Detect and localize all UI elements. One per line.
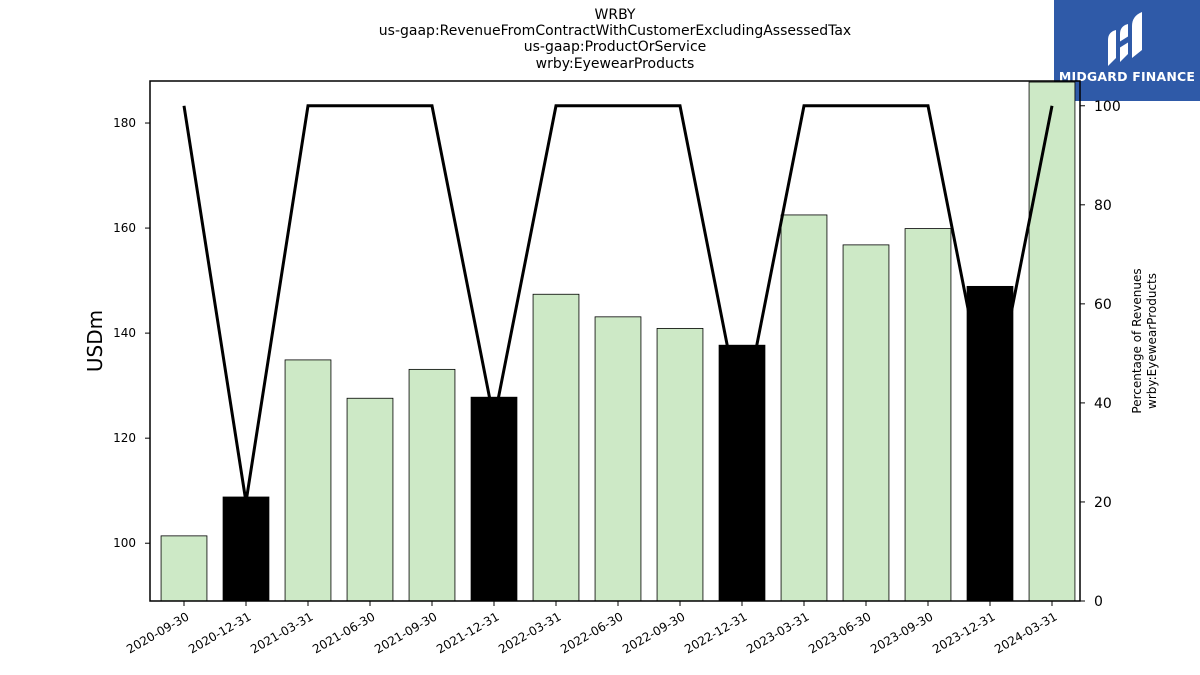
y-right-tick-label: 20 [1094, 495, 1112, 511]
bar-2021-06-30 [346, 397, 394, 602]
bar-2024-03-31 [1028, 81, 1076, 602]
x-tick-label: 2023-09-30 [868, 609, 935, 656]
plot-frame [149, 80, 1081, 602]
bar-2020-09-30 [160, 535, 208, 602]
line-series [182, 104, 1054, 503]
bar-2020-12-31 [222, 496, 270, 602]
title-ticker: WRBY [594, 7, 636, 23]
y-right-tick-label: 100 [1094, 99, 1121, 115]
y-right-tick-label: 40 [1094, 396, 1112, 412]
y-left-tick-label: 140 [113, 326, 136, 340]
bar-2023-06-30 [842, 244, 890, 602]
x-tick-label: 2021-06-30 [310, 609, 377, 656]
x-tick-label: 2021-12-31 [434, 609, 501, 656]
bar-2022-12-31 [718, 344, 766, 602]
y-axis-right: 0 20 40 60 80 100 [1080, 99, 1121, 610]
x-tick-label: 2023-03-31 [744, 609, 811, 656]
bar-2021-03-31 [284, 359, 332, 602]
y-axis-right-label-line1: Percentage of Revenues [1130, 268, 1144, 413]
midgard-logo-icon [1108, 12, 1142, 66]
bar-2022-03-31 [532, 293, 580, 602]
x-tick-label: 2021-03-31 [248, 609, 315, 656]
logo-text: MIDGARD FINANCE [1058, 69, 1196, 84]
y-left-tick-label: 160 [113, 221, 136, 235]
y-right-tick-label: 0 [1094, 594, 1103, 610]
y-left-tick-label: 100 [113, 536, 136, 550]
y-left-tick-label: 180 [113, 116, 136, 130]
bar-2023-09-30 [904, 228, 952, 602]
x-tick-label: 2021-09-30 [372, 609, 439, 656]
x-axis: 2020-09-302020-12-312021-03-312021-06-30… [124, 601, 1060, 656]
bar-2021-09-30 [408, 368, 456, 602]
y-right-tick-label: 80 [1094, 198, 1112, 214]
y-axis-label: USDm [83, 310, 107, 372]
midgard-finance-logo: MIDGARD FINANCE [1054, 0, 1200, 101]
title-member: wrby:EyewearProducts [535, 56, 695, 72]
x-tick-label: 2022-09-30 [620, 609, 687, 656]
bar-series [160, 81, 1076, 602]
x-tick-label: 2023-06-30 [806, 609, 873, 656]
y-axis-right-label-line2: wrby:EyewearProducts [1145, 273, 1159, 409]
x-tick-label: 2020-09-30 [124, 609, 191, 656]
y-left-tick-label: 120 [113, 431, 136, 445]
bar-2022-06-30 [594, 316, 642, 602]
x-tick-label: 2023-12-31 [930, 609, 997, 656]
x-tick-label: 2022-12-31 [682, 609, 749, 656]
bar-2023-03-31 [780, 214, 828, 602]
bar-2022-09-30 [656, 327, 704, 602]
x-tick-label: 2024-03-31 [992, 609, 1059, 656]
title-concept: us-gaap:RevenueFromContractWithCustomerE… [378, 23, 852, 39]
x-tick-label: 2022-06-30 [558, 609, 625, 656]
x-tick-label: 2022-03-31 [496, 609, 563, 656]
y-axis-left: 100 120 140 160 180 [113, 116, 150, 550]
x-tick-label: 2020-12-31 [186, 609, 253, 656]
y-right-tick-label: 60 [1094, 297, 1112, 313]
bar-2021-12-31 [470, 396, 518, 602]
title-axis: us-gaap:ProductOrService [523, 39, 707, 55]
